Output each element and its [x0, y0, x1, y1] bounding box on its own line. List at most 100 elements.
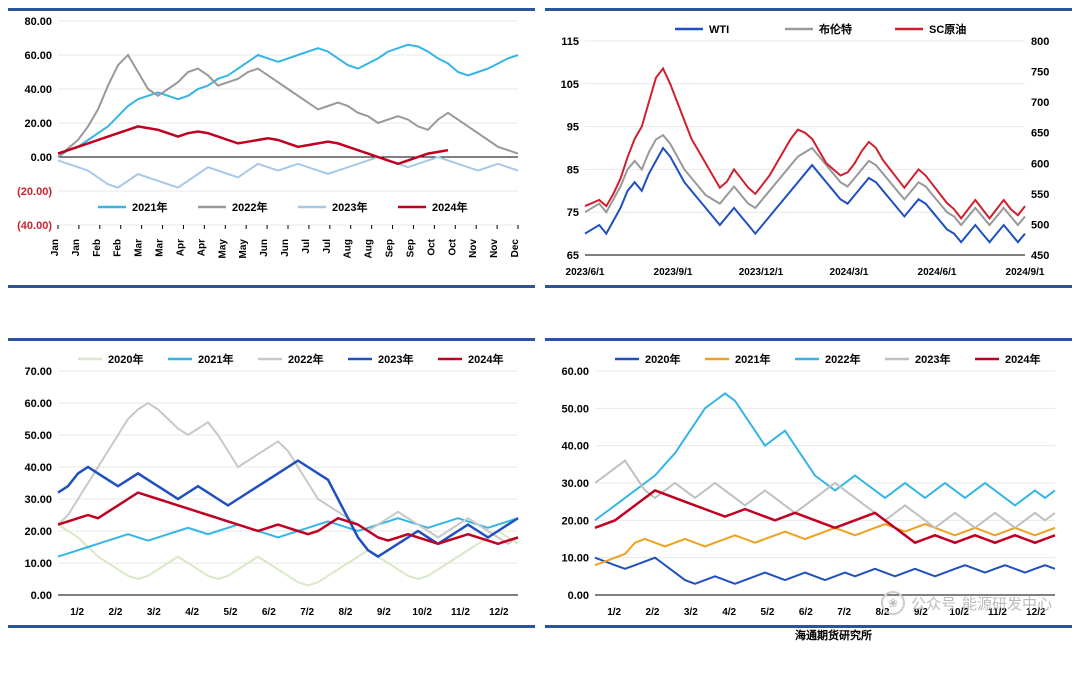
- svg-text:10.00: 10.00: [561, 553, 589, 565]
- svg-text:30.00: 30.00: [24, 494, 52, 506]
- svg-text:1/2: 1/2: [607, 607, 621, 618]
- svg-text:8/2: 8/2: [876, 607, 890, 618]
- svg-text:Nov: Nov: [489, 239, 500, 258]
- svg-text:Apr: Apr: [175, 239, 186, 256]
- svg-text:3/2: 3/2: [684, 607, 698, 618]
- svg-text:40.00: 40.00: [24, 84, 52, 96]
- svg-text:Jun: Jun: [280, 239, 291, 257]
- svg-text:6/2: 6/2: [799, 607, 813, 618]
- svg-text:Nov: Nov: [468, 239, 479, 258]
- svg-text:2023/9/1: 2023/9/1: [654, 267, 693, 278]
- svg-text:500: 500: [1031, 219, 1049, 231]
- svg-text:75: 75: [567, 207, 579, 219]
- svg-text:May: May: [217, 239, 228, 259]
- svg-text:85: 85: [567, 164, 579, 176]
- svg-text:2022年: 2022年: [825, 352, 860, 366]
- svg-text:Jan: Jan: [71, 239, 82, 256]
- svg-text:0.00: 0.00: [31, 590, 52, 602]
- svg-text:2024/6/1: 2024/6/1: [918, 267, 957, 278]
- chart-bottom-right: 0.0010.0020.0030.0040.0050.0060.001/22/2…: [545, 338, 1072, 628]
- svg-text:50.00: 50.00: [561, 403, 589, 415]
- svg-text:Feb: Feb: [92, 239, 103, 257]
- svg-text:4/2: 4/2: [185, 607, 199, 618]
- svg-text:60.00: 60.00: [24, 398, 52, 410]
- svg-text:0.00: 0.00: [31, 152, 52, 164]
- svg-text:650: 650: [1031, 128, 1049, 140]
- svg-text:20.00: 20.00: [561, 515, 589, 527]
- svg-text:10.00: 10.00: [24, 558, 52, 570]
- svg-text:115: 115: [561, 36, 579, 48]
- svg-text:30.00: 30.00: [561, 478, 589, 490]
- svg-text:80.00: 80.00: [24, 16, 52, 28]
- svg-text:800: 800: [1031, 36, 1049, 48]
- svg-text:Aug: Aug: [364, 239, 375, 258]
- svg-text:Jan: Jan: [50, 239, 61, 256]
- svg-text:布伦特: 布伦特: [819, 22, 852, 36]
- svg-text:20.00: 20.00: [24, 118, 52, 130]
- svg-text:Aug: Aug: [343, 239, 354, 258]
- svg-text:600: 600: [1031, 158, 1049, 170]
- svg-text:2024年: 2024年: [432, 200, 467, 214]
- svg-text:9/2: 9/2: [914, 607, 928, 618]
- svg-text:105: 105: [561, 79, 579, 91]
- svg-text:1/2: 1/2: [70, 607, 84, 618]
- svg-text:12/2: 12/2: [489, 607, 509, 618]
- svg-text:Dec: Dec: [510, 239, 521, 258]
- svg-text:2021年: 2021年: [735, 352, 770, 366]
- svg-text:2023年: 2023年: [915, 352, 950, 366]
- svg-text:60.00: 60.00: [24, 50, 52, 62]
- svg-text:2024/3/1: 2024/3/1: [830, 267, 869, 278]
- svg-text:8/2: 8/2: [339, 607, 353, 618]
- svg-text:50.00: 50.00: [24, 430, 52, 442]
- svg-text:Jun: Jun: [259, 239, 270, 257]
- svg-text:7/2: 7/2: [837, 607, 851, 618]
- svg-text:450: 450: [1031, 250, 1049, 262]
- svg-text:2023/6/1: 2023/6/1: [566, 267, 605, 278]
- svg-text:2021年: 2021年: [198, 352, 233, 366]
- svg-text:7/2: 7/2: [300, 607, 314, 618]
- svg-text:2024年: 2024年: [468, 352, 503, 366]
- svg-text:6/2: 6/2: [262, 607, 276, 618]
- svg-text:SC原油: SC原油: [929, 22, 966, 36]
- svg-text:60.00: 60.00: [561, 366, 589, 378]
- svg-text:20.00: 20.00: [24, 526, 52, 538]
- svg-text:Feb: Feb: [113, 239, 124, 257]
- svg-text:9/2: 9/2: [377, 607, 391, 618]
- svg-text:40.00: 40.00: [561, 441, 589, 453]
- svg-text:2020年: 2020年: [645, 352, 680, 366]
- svg-text:Oct: Oct: [447, 238, 458, 255]
- svg-text:40.00: 40.00: [24, 462, 52, 474]
- svg-text:10/2: 10/2: [949, 607, 969, 618]
- source-label: 海通期货研究所: [795, 627, 872, 643]
- svg-text:2024年: 2024年: [1005, 352, 1040, 366]
- svg-text:750: 750: [1031, 67, 1049, 79]
- svg-text:(20.00): (20.00): [17, 186, 52, 198]
- svg-text:May: May: [238, 239, 249, 259]
- svg-text:Sep: Sep: [385, 239, 396, 257]
- svg-text:2022年: 2022年: [288, 352, 323, 366]
- svg-text:2023年: 2023年: [378, 352, 413, 366]
- svg-text:10/2: 10/2: [412, 607, 432, 618]
- svg-text:Jul: Jul: [322, 239, 333, 254]
- svg-text:2023/12/1: 2023/12/1: [739, 267, 784, 278]
- svg-text:Mar: Mar: [134, 239, 145, 257]
- svg-text:95: 95: [567, 122, 579, 134]
- svg-text:Apr: Apr: [196, 239, 207, 256]
- svg-text:550: 550: [1031, 189, 1049, 201]
- chart-top-right: 6575859510511545050055060065070075080020…: [545, 8, 1072, 288]
- svg-text:Oct: Oct: [426, 238, 437, 255]
- svg-text:2/2: 2/2: [109, 607, 123, 618]
- svg-text:2021年: 2021年: [132, 200, 167, 214]
- svg-text:(40.00): (40.00): [17, 220, 52, 232]
- svg-text:70.00: 70.00: [24, 366, 52, 378]
- chart-top-left: 80.00 60.00 40.00 20.00 0.00 (20.00) (40.00) Ja…: [8, 8, 535, 288]
- chart-bottom-left: 0.00 10.00 20.00 30.00 40.00 50.00 60.00 70.00 1…: [8, 338, 535, 628]
- svg-text:2023年: 2023年: [332, 200, 367, 214]
- svg-text:11/2: 11/2: [988, 607, 1007, 618]
- svg-text:2024/9/1: 2024/9/1: [1006, 267, 1045, 278]
- svg-text:5/2: 5/2: [761, 607, 775, 618]
- svg-text:WTI: WTI: [709, 24, 729, 36]
- svg-text:12/2: 12/2: [1026, 607, 1046, 618]
- svg-text:5/2: 5/2: [224, 607, 238, 618]
- svg-text:2/2: 2/2: [646, 607, 660, 618]
